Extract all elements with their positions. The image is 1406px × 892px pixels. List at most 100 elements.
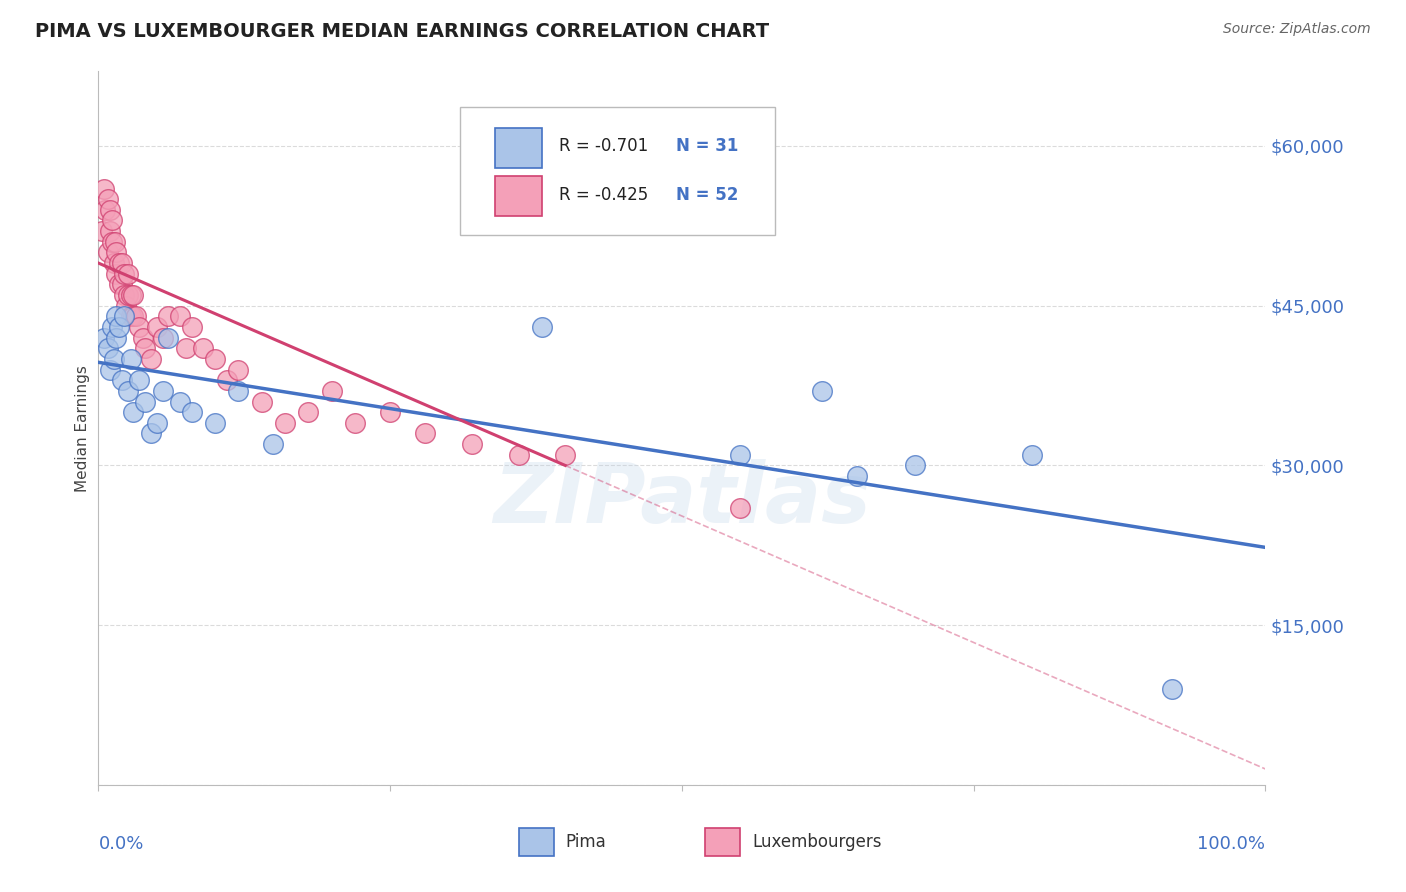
Point [1161,682,1184,697]
Point [152,384,174,398]
Text: N = 31: N = 31 [676,137,738,155]
Point [120,288,142,302]
Point [108,277,131,292]
Point [228,362,250,376]
Point [93,181,115,195]
Point [250,394,273,409]
Point [111,256,134,270]
Text: R = -0.701: R = -0.701 [560,137,648,155]
Point [104,331,127,345]
Point [262,437,284,451]
Point [103,256,125,270]
Point [157,310,180,324]
FancyBboxPatch shape [495,177,541,216]
Point [180,320,202,334]
Point [93,331,115,345]
Point [321,384,343,398]
Point [90,224,112,238]
Point [97,245,120,260]
Point [193,341,215,355]
Point [344,416,367,430]
Point [169,310,191,324]
Point [117,288,139,302]
Point [111,373,134,387]
Point [112,267,135,281]
Point [174,341,197,355]
Text: Source: ZipAtlas.com: Source: ZipAtlas.com [1223,22,1371,37]
Point [104,235,127,249]
Text: Luxembourgers: Luxembourgers [752,833,882,851]
Point [530,320,553,334]
Text: Pima: Pima [565,833,606,851]
Point [228,384,250,398]
Point [811,384,834,398]
Point [139,426,162,441]
Point [120,351,142,366]
FancyBboxPatch shape [519,828,554,856]
Point [98,224,121,238]
Point [97,341,120,355]
Point [104,310,127,324]
Point [104,267,127,281]
Point [139,351,162,366]
Point [122,405,145,419]
Point [730,501,752,516]
Point [904,458,927,473]
Point [108,320,131,334]
Point [122,310,145,324]
Point [169,394,191,409]
Point [204,416,226,430]
FancyBboxPatch shape [495,128,541,168]
Point [94,202,117,217]
Point [111,277,134,292]
Point [152,331,174,345]
Point [134,341,156,355]
FancyBboxPatch shape [706,828,741,856]
Y-axis label: Median Earnings: Median Earnings [75,365,90,491]
Point [104,245,127,260]
Point [112,288,135,302]
Point [554,448,576,462]
Point [730,448,752,462]
Point [125,310,148,324]
Point [128,320,150,334]
Point [128,373,150,387]
Point [98,202,121,217]
Point [1021,448,1043,462]
Point [98,362,121,376]
Point [508,448,530,462]
Point [103,351,125,366]
Text: R = -0.425: R = -0.425 [560,186,648,203]
Point [101,235,124,249]
Point [413,426,436,441]
Point [297,405,319,419]
Point [380,405,402,419]
Text: N = 52: N = 52 [676,186,738,203]
Point [120,310,142,324]
Point [846,469,869,483]
Point [117,267,139,281]
Point [101,213,124,227]
Point [97,192,120,206]
Point [108,256,131,270]
FancyBboxPatch shape [460,107,775,235]
Text: 100.0%: 100.0% [1198,835,1265,853]
Point [115,299,138,313]
Text: 0.0%: 0.0% [98,835,143,853]
Point [146,320,169,334]
Text: PIMA VS LUXEMBOURGER MEDIAN EARNINGS CORRELATION CHART: PIMA VS LUXEMBOURGER MEDIAN EARNINGS COR… [35,22,769,41]
Text: ZIPatlas: ZIPatlas [494,459,870,540]
Point [117,384,139,398]
Point [112,310,135,324]
Point [157,331,180,345]
Point [461,437,484,451]
Point [204,351,226,366]
Point [146,416,169,430]
Point [180,405,202,419]
Point [134,394,156,409]
Point [215,373,238,387]
Point [132,331,155,345]
Point [274,416,297,430]
Point [122,288,145,302]
Point [101,320,124,334]
